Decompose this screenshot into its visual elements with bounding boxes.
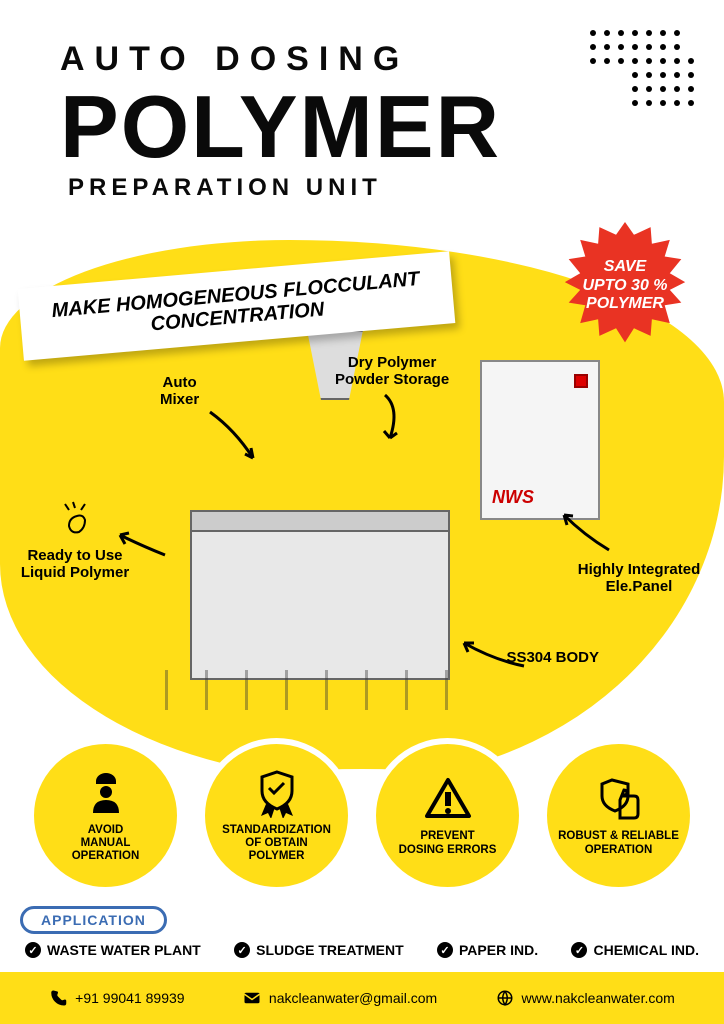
check-icon: ✓ xyxy=(437,942,453,958)
machine-brand-logo: NWS xyxy=(492,487,534,508)
title-line-3: PREPARATION UNIT xyxy=(60,174,724,202)
burst-line-3: POLYMER xyxy=(582,295,667,313)
annotation-dry-storage: Dry PolymerPowder Storage xyxy=(335,355,449,388)
thumbs-shield-icon xyxy=(594,774,644,824)
check-icon: ✓ xyxy=(234,942,250,958)
footer-website: www.nakcleanwater.com xyxy=(496,989,675,1007)
application-section: APPLICATION ✓WASTE WATER PLANT ✓SLUDGE T… xyxy=(0,900,724,958)
footer: +91 99041 89939 nakcleanwater@gmail.com … xyxy=(0,972,724,1024)
arrow-icon xyxy=(115,530,170,560)
feature-avoid-manual: AVOIDMANUALOPERATION xyxy=(28,738,183,893)
footer-phone-text: +91 99041 89939 xyxy=(75,990,184,1006)
feature-prevent-errors: PREVENTDOSING ERRORS xyxy=(370,738,525,893)
app-item: ✓WASTE WATER PLANT xyxy=(25,942,201,958)
save-polymer-burst: SAVE UPTO 30 % POLYMER xyxy=(561,222,689,350)
footer-website-text: www.nakcleanwater.com xyxy=(522,990,675,1006)
decorative-dot-grid xyxy=(590,30,694,106)
arrow-icon xyxy=(459,638,529,673)
app-item: ✓PAPER IND. xyxy=(437,942,538,958)
feature-text: AVOIDMANUALOPERATION xyxy=(72,824,140,864)
feature-text: STANDARDIZATIONOF OBTAINPOLYMER xyxy=(222,824,331,864)
burst-line-2: UPTO 30 % xyxy=(582,277,667,295)
arrow-icon xyxy=(559,510,614,555)
feature-row: AVOIDMANUALOPERATION STANDARDIZATIONOF O… xyxy=(0,738,724,893)
arrow-icon xyxy=(205,410,265,465)
machine-pipes xyxy=(165,670,465,710)
machine-control-panel: NWS xyxy=(480,360,600,520)
footer-email: nakcleanwater@gmail.com xyxy=(243,989,437,1007)
email-icon xyxy=(243,989,261,1007)
app-item: ✓SLUDGE TREATMENT xyxy=(234,942,404,958)
feature-text: ROBUST & RELIABLEOPERATION xyxy=(558,830,679,856)
warning-icon xyxy=(423,774,473,824)
check-icon: ✓ xyxy=(571,942,587,958)
footer-email-text: nakcleanwater@gmail.com xyxy=(269,990,437,1006)
ribbon-shield-icon xyxy=(252,768,302,818)
feature-text: PREVENTDOSING ERRORS xyxy=(399,830,497,856)
application-list: ✓WASTE WATER PLANT ✓SLUDGE TREATMENT ✓PA… xyxy=(20,942,704,958)
feature-robust: ROBUST & RELIABLEOPERATION xyxy=(541,738,696,893)
application-badge: APPLICATION xyxy=(20,906,167,934)
feature-standardization: STANDARDIZATIONOF OBTAINPOLYMER xyxy=(199,738,354,893)
check-icon: ✓ xyxy=(25,942,41,958)
arrow-icon xyxy=(375,393,415,443)
app-item: ✓CHEMICAL IND. xyxy=(571,942,699,958)
burst-line-1: SAVE xyxy=(582,258,667,276)
globe-icon xyxy=(496,989,514,1007)
annotation-ele-panel: Highly IntegratedEle.Panel xyxy=(564,562,714,595)
worker-icon xyxy=(81,768,131,818)
annotation-auto-mixer: AutoMixer xyxy=(160,375,199,408)
footer-phone: +91 99041 89939 xyxy=(49,989,184,1007)
phone-icon xyxy=(49,989,67,1007)
machine-tank xyxy=(190,510,450,680)
snap-fingers-icon xyxy=(55,500,95,540)
